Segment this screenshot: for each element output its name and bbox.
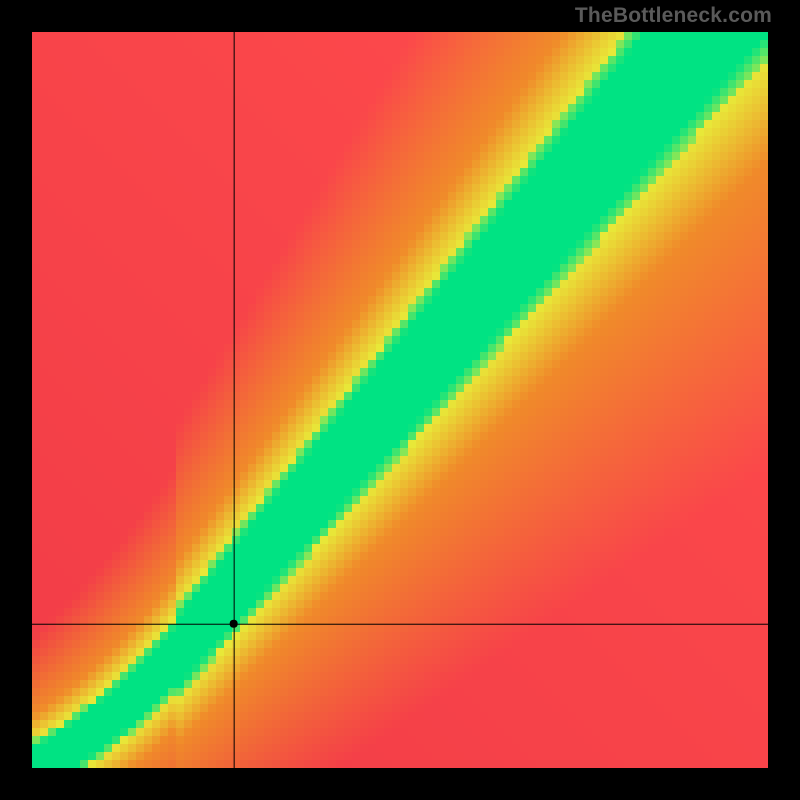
chart-container: TheBottleneck.com xyxy=(0,0,800,800)
bottleneck-heatmap xyxy=(32,32,768,768)
watermark-label: TheBottleneck.com xyxy=(575,4,772,28)
